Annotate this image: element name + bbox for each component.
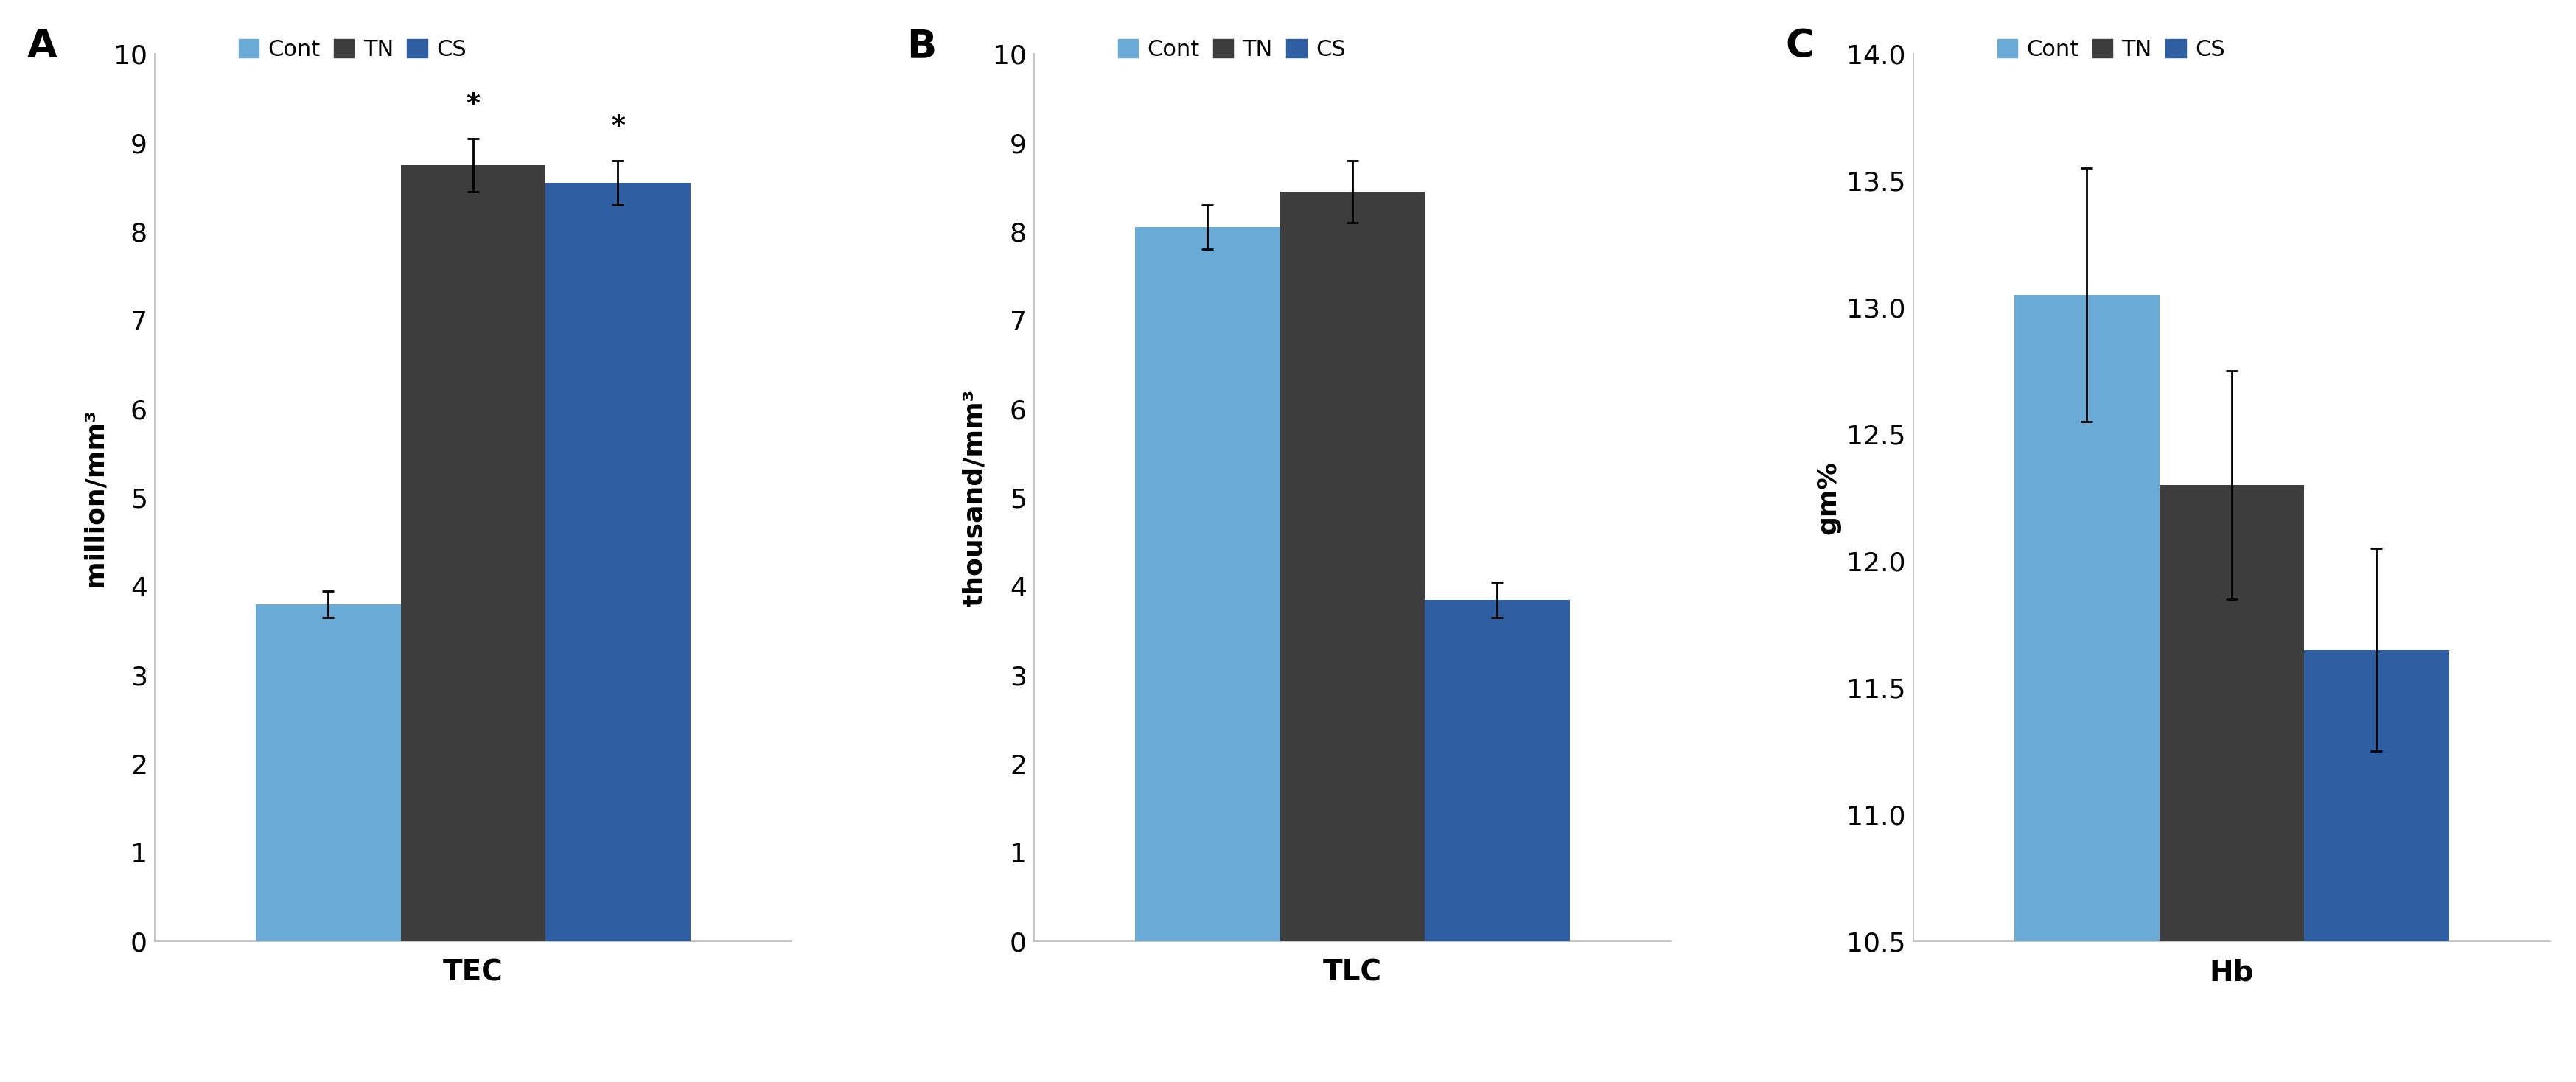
Text: C: C — [1785, 27, 1814, 66]
Text: B: B — [907, 27, 935, 66]
Text: *: * — [611, 114, 626, 138]
Text: A: A — [28, 27, 57, 66]
Bar — [402, 166, 546, 941]
Legend: Cont, TN, CS: Cont, TN, CS — [1989, 30, 2233, 69]
X-axis label: TEC: TEC — [443, 959, 502, 987]
Y-axis label: gm%: gm% — [1816, 461, 1839, 535]
Bar — [1136, 227, 1280, 941]
Bar — [1280, 192, 1425, 941]
Legend: Cont, TN, CS: Cont, TN, CS — [229, 30, 477, 69]
Y-axis label: thousand/mm³: thousand/mm³ — [961, 388, 987, 607]
X-axis label: TLC: TLC — [1324, 959, 1381, 987]
X-axis label: Hb: Hb — [2210, 959, 2254, 987]
Bar — [2014, 295, 2159, 1082]
Bar — [2159, 485, 2303, 1082]
Bar — [2303, 650, 2450, 1082]
Bar — [255, 604, 402, 941]
Legend: Cont, TN, CS: Cont, TN, CS — [1108, 30, 1355, 69]
Text: *: * — [466, 91, 479, 116]
Bar — [1425, 599, 1569, 941]
Bar — [546, 183, 690, 941]
Y-axis label: million/mm³: million/mm³ — [82, 409, 108, 586]
